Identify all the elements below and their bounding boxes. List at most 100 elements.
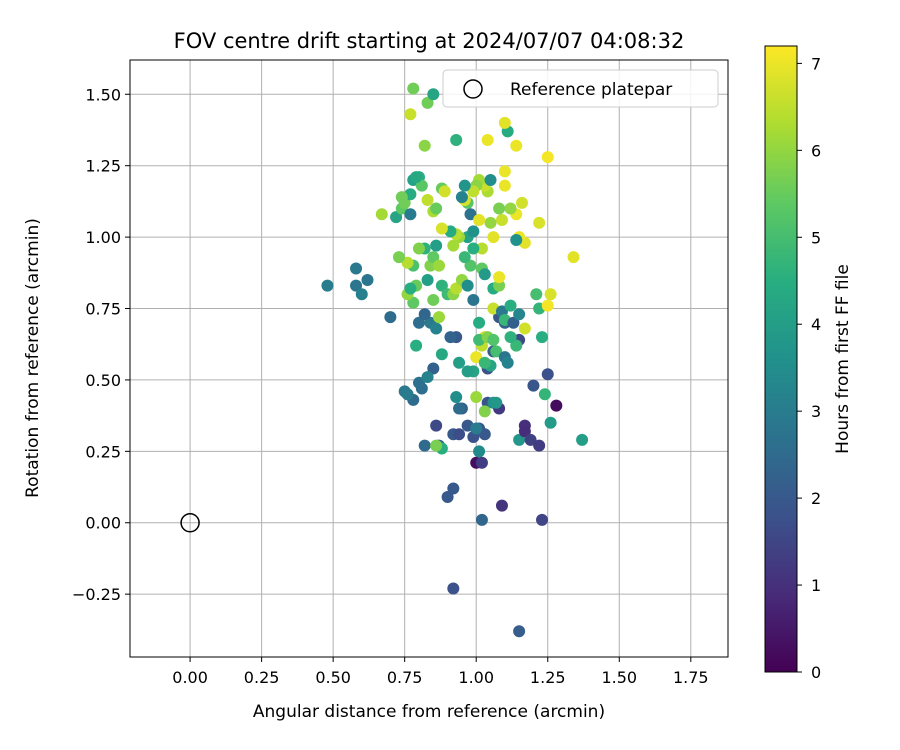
data-point — [504, 299, 517, 312]
data-point — [453, 356, 466, 369]
y-tick-label: 0.50 — [85, 371, 121, 390]
y-tick-label: 1.00 — [85, 228, 121, 247]
data-point — [430, 322, 443, 335]
data-point — [410, 339, 423, 352]
data-point — [493, 279, 506, 292]
legend-box — [442, 69, 719, 108]
data-point — [427, 293, 440, 306]
data-point — [453, 402, 466, 415]
y-tick-label: 0.25 — [85, 442, 121, 461]
data-point — [444, 331, 457, 344]
data-point — [447, 482, 460, 495]
y-tick-label: 1.50 — [85, 85, 121, 104]
data-point — [490, 396, 503, 409]
data-point — [576, 433, 589, 446]
y-axis-ticks: −0.25 0.00 0.25 0.50 0.75 1.00 1.25 1.50 — [72, 85, 130, 604]
data-point — [390, 211, 403, 224]
data-point — [461, 365, 474, 378]
reference-marker — [180, 512, 200, 533]
data-point — [467, 242, 480, 255]
data-point — [421, 96, 434, 109]
data-point — [527, 379, 540, 392]
legend-marker-icon — [463, 79, 483, 99]
data-point — [418, 308, 431, 321]
data-point — [392, 251, 405, 264]
data-point — [421, 371, 434, 384]
colorbar-tick-label: 7 — [811, 54, 821, 73]
data-point — [410, 171, 423, 184]
data-point — [467, 293, 480, 306]
data-point — [458, 179, 471, 192]
data-point — [487, 231, 500, 244]
x-tick-label: 0.00 — [172, 668, 208, 687]
data-point — [484, 173, 497, 186]
colorbar-tick-label: 3 — [811, 402, 821, 421]
x-tick-label: 0.50 — [315, 668, 351, 687]
data-point — [384, 311, 397, 324]
data-point — [350, 262, 363, 275]
data-point — [513, 308, 526, 321]
data-point — [418, 139, 431, 152]
colorbar-tick-label: 6 — [811, 141, 821, 160]
data-point — [430, 239, 443, 252]
data-point — [453, 428, 466, 441]
data-point — [427, 251, 440, 264]
data-point — [473, 316, 486, 329]
data-point — [447, 582, 460, 595]
data-point — [433, 259, 446, 272]
data-point — [544, 416, 557, 429]
colorbar-ticks: 0 1 2 3 4 5 6 7 — [797, 54, 821, 682]
y-tick-label: 0.00 — [85, 514, 121, 533]
data-point — [504, 202, 517, 215]
data-point — [407, 296, 420, 309]
data-point — [467, 225, 480, 238]
data-point — [407, 82, 420, 95]
data-point — [515, 196, 528, 209]
legend: Reference platepar — [442, 69, 719, 108]
data-point — [504, 331, 517, 344]
x-tick-label: 0.75 — [387, 668, 423, 687]
data-point — [464, 208, 477, 221]
data-point — [536, 331, 549, 344]
colorbar-label: Hours from first FF file — [833, 264, 853, 454]
colorbar-tick-label: 4 — [811, 315, 821, 334]
data-point — [404, 282, 417, 295]
data-point — [493, 271, 506, 284]
data-point — [401, 256, 414, 269]
data-point — [395, 191, 408, 204]
colorbar-tick-label: 5 — [811, 228, 821, 247]
data-point — [441, 491, 454, 504]
data-point — [481, 133, 494, 146]
data-point — [433, 311, 446, 324]
data-point — [538, 388, 551, 401]
colorbar-tick-label: 2 — [811, 489, 821, 508]
data-point — [375, 208, 388, 221]
data-point — [461, 279, 474, 292]
data-point — [524, 433, 537, 446]
data-point — [536, 513, 549, 526]
data-point — [510, 139, 523, 152]
data-point — [470, 351, 483, 364]
data-point — [475, 456, 488, 469]
data-point — [473, 213, 486, 226]
data-point — [415, 179, 428, 192]
data-point — [404, 108, 417, 121]
x-tick-label: 0.25 — [244, 668, 280, 687]
data-point — [447, 239, 460, 252]
data-point — [401, 388, 414, 401]
data-point — [458, 251, 471, 264]
data-point — [421, 273, 434, 286]
data-point — [501, 356, 514, 369]
data-point — [430, 419, 443, 432]
data-point — [550, 399, 563, 412]
data-point — [484, 216, 497, 229]
legend-entry-reference: Reference platepar — [510, 80, 672, 100]
data-point — [510, 233, 523, 246]
data-point — [435, 222, 448, 235]
data-point — [361, 273, 374, 286]
data-point — [321, 279, 334, 292]
data-point — [350, 279, 363, 292]
data-point — [421, 193, 434, 206]
data-point — [412, 316, 425, 329]
